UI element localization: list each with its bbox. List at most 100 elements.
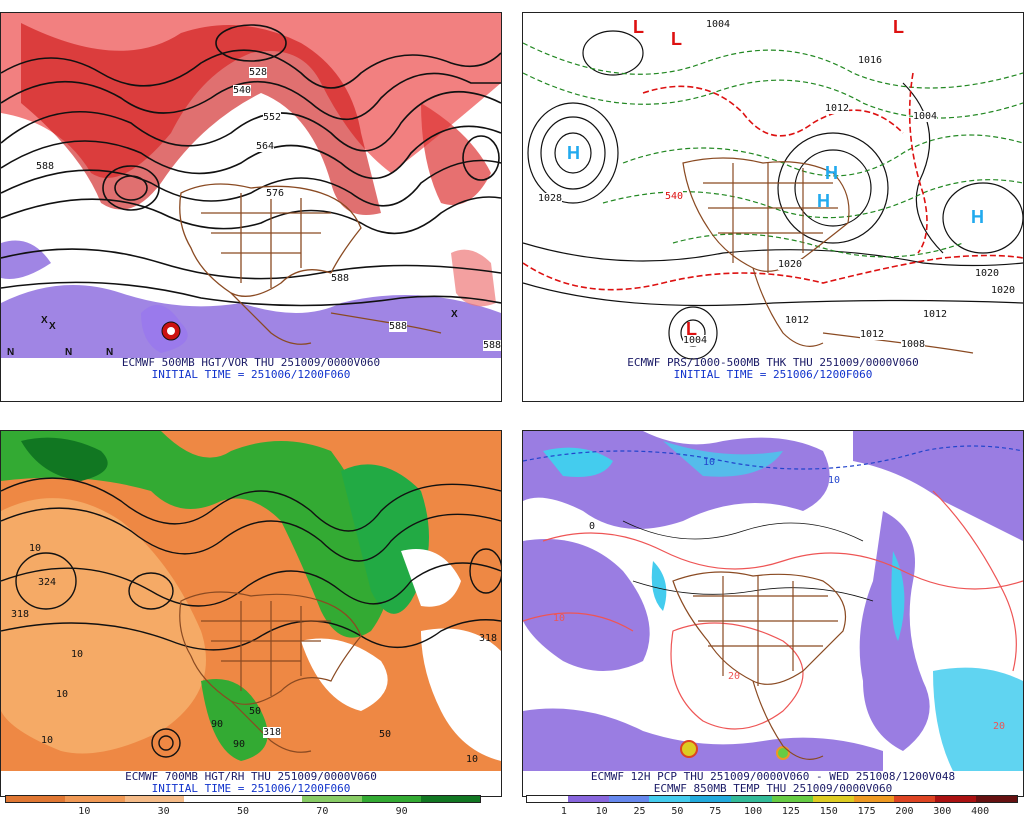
- precip-colorbar-swatch: [853, 796, 895, 802]
- vort-min-marker: N: [106, 347, 114, 358]
- rh-colorbar-tick-label: 10: [78, 806, 91, 817]
- precip-colorbar-tick-label: 400: [971, 806, 990, 817]
- precip-colorbar-swatch: [771, 796, 813, 802]
- low-pressure-marker: L: [671, 29, 682, 49]
- rh-label: 90: [233, 739, 246, 750]
- precip-colorbar-swatch: [690, 796, 732, 802]
- caption-title: ECMWF 12H PCP THU 251009/0000V060 - WED …: [590, 770, 956, 783]
- precip-colorbar-tick-label: 10: [595, 806, 608, 817]
- high-pressure-marker: H: [825, 163, 838, 183]
- precip-colorbar-swatch: [731, 796, 772, 802]
- rh-colorbar-stripe: [5, 795, 481, 803]
- caption: ECMWF 12H PCP THU 251009/0000V060 - WED …: [523, 771, 1023, 795]
- precip-colorbar-swatch: [649, 796, 691, 802]
- contour-label: 1020: [975, 268, 1000, 279]
- high-pressure-marker: H: [567, 143, 580, 163]
- caption: ECMWF 700MB HGT/RH THU 251009/0000V060 I…: [1, 771, 501, 795]
- contour-label: 318: [479, 633, 498, 644]
- contour-label: 564: [256, 141, 275, 152]
- low-pressure-marker: L: [686, 319, 697, 339]
- caption-init-time: INITIAL TIME = 251006/1200F060: [673, 368, 873, 381]
- high-pressure-marker: H: [817, 191, 830, 211]
- rh-colorbar-ticks: 10 30 50 70 90: [5, 806, 481, 820]
- precip-colorbar-tick-label: 300: [933, 806, 952, 817]
- caption-init-time: INITIAL TIME = 251006/1200F060: [151, 368, 351, 381]
- rh-colorbar-swatch: [124, 796, 184, 802]
- contour-label: 324: [38, 577, 57, 588]
- caption-title: ECMWF 500MB HGT/VOR THU 251009/0000V060: [121, 356, 381, 369]
- vort-min-marker: X: [41, 315, 48, 326]
- caption-subtitle: ECMWF 850MB TEMP THU 251009/0000V060: [653, 782, 893, 795]
- precip-colorbar-tick-label: 200: [895, 806, 914, 817]
- vort-min-marker: X: [451, 309, 458, 320]
- contour-label: 1004: [706, 19, 731, 30]
- contour-label: 1020: [778, 259, 803, 270]
- panel-mslp-thickness: 1004 1028 1020 1012 1020 1020 1012 1012 …: [522, 12, 1024, 402]
- precip-colorbar-tick-label: 25: [633, 806, 646, 817]
- rh-label: 10: [466, 754, 479, 765]
- panel-700mb-hgt-rh: 324 318 10 10 50 90 318 10 50 10 90 318 …: [0, 430, 502, 797]
- precip-colorbar-swatch: [894, 796, 936, 802]
- contour-label: 1016: [858, 55, 883, 66]
- contour-label: 318: [263, 727, 282, 738]
- caption: ECMWF 500MB HGT/VOR THU 251009/0000V060 …: [1, 357, 501, 381]
- precip-colorbar-swatch: [935, 796, 977, 802]
- temp-label: 10: [703, 457, 716, 468]
- precip-colorbar-tick-label: 75: [709, 806, 722, 817]
- rh-colorbar-swatch: [243, 796, 303, 802]
- contour-label: 318: [11, 609, 30, 620]
- precip-colorbar-swatch: [812, 796, 854, 802]
- low-pressure-marker: L: [633, 17, 644, 37]
- precip-colorbar-tick-label: 150: [819, 806, 838, 817]
- map-mslp: [523, 30, 1023, 360]
- rh-label: 10: [56, 689, 69, 700]
- precip-colorbar-ticks: 1 10 25 50 75 100 125 150 175 200 300 400: [526, 806, 1018, 820]
- caption-title: ECMWF PRS/1000-500MB THK THU 251009/0000…: [627, 356, 919, 369]
- caption: ECMWF PRS/1000-500MB THK THU 251009/0000…: [523, 357, 1023, 381]
- rh-label: 50: [379, 729, 392, 740]
- caption-title: ECMWF 700MB HGT/RH THU 251009/0000V060: [125, 770, 377, 783]
- contour-label: 1012: [923, 309, 948, 320]
- rh-label: 10: [29, 543, 42, 554]
- rh-label: 10: [41, 735, 54, 746]
- rh-colorbar: 10 30 50 70 90: [5, 795, 481, 825]
- contour-label: 540: [233, 85, 252, 96]
- precip-colorbar-tick-label: 50: [671, 806, 684, 817]
- precip-colorbar-stripe: [526, 795, 1018, 803]
- precip-colorbar-tick-label: 125: [781, 806, 800, 817]
- rh-label: 10: [71, 649, 84, 660]
- precip-colorbar-tick-label: 1: [560, 806, 567, 817]
- precip-colorbar-tick-label: 100: [744, 806, 763, 817]
- low-pressure-marker: L: [893, 17, 904, 37]
- rh-colorbar-swatch: [6, 796, 66, 802]
- contour-label: 552: [263, 112, 282, 123]
- rh-label: 90: [211, 719, 224, 730]
- rh-colorbar-tick-label: 70: [316, 806, 329, 817]
- panel-500mb-hgt-vor: 588 552 540 564 576 528 588 588 588 X X …: [0, 12, 502, 402]
- panel-precip-850mb-temp: 10 10 0 20 10 20 ECMWF 12H PCP THU 25100…: [522, 430, 1024, 797]
- vort-min-marker: N: [65, 347, 73, 358]
- contour-label: 1012: [860, 329, 885, 340]
- contour-label: 576: [266, 188, 285, 199]
- rh-colorbar-swatch: [183, 796, 243, 802]
- contour-label: 1028: [538, 193, 563, 204]
- precip-colorbar: 1 10 25 50 75 100 125 150 175 200 300 400: [526, 795, 1018, 825]
- contour-label: 588: [389, 321, 408, 332]
- contour-label: 588: [36, 161, 55, 172]
- contour-label: 588: [331, 273, 350, 284]
- precip-colorbar-swatch: [567, 796, 609, 802]
- rh-colorbar-tick-label: 90: [395, 806, 408, 817]
- caption-init-time: INITIAL TIME = 251006/1200F060: [151, 782, 351, 795]
- vort-min-marker: X: [49, 321, 56, 332]
- rh-colorbar-tick-label: 50: [236, 806, 250, 817]
- precip-colorbar-swatch: [976, 796, 1017, 802]
- temp-label: 20: [993, 721, 1006, 732]
- high-pressure-marker: H: [971, 207, 984, 227]
- precip-colorbar-swatch: [608, 796, 650, 802]
- rh-colorbar-swatch: [302, 796, 362, 802]
- contour-label: 1012: [785, 315, 810, 326]
- temp-label: 10: [828, 475, 841, 486]
- map-500mb: [1, 13, 501, 358]
- contour-label: 1004: [913, 111, 938, 122]
- contour-label: 528: [249, 67, 268, 78]
